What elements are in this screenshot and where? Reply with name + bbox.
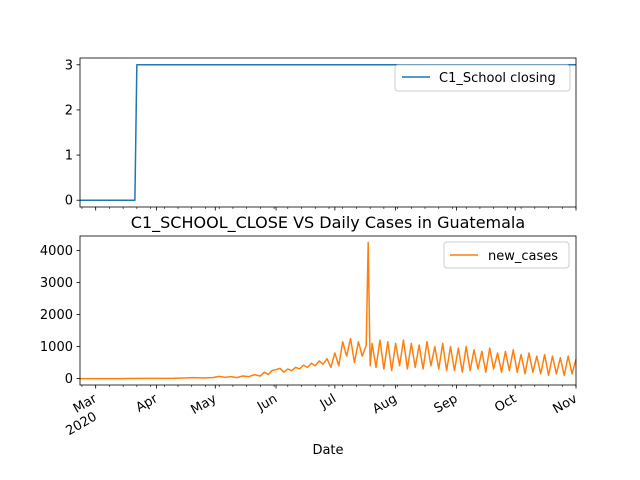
x-tick-label: Jul — [317, 391, 339, 412]
school-closing-y-tick-label: 3 — [65, 58, 73, 73]
school-closing-panel: 0 1 2 3 C1_School closing — [65, 57, 577, 211]
new-cases-legend-label: new_cases — [488, 249, 558, 264]
school-closing-y-tick-label: 1 — [65, 149, 73, 164]
new-cases-legend-box — [443, 241, 570, 269]
chart-title: C1_SCHOOL_CLOSE VS Daily Cases in Guatem… — [131, 213, 525, 233]
new-cases-y-tick-label: 2000 — [40, 308, 73, 323]
school-closing-y-ticks: 0 1 2 3 — [65, 58, 80, 209]
new-cases-y-tick-label: 3000 — [40, 276, 73, 291]
school-closing-line — [80, 64, 576, 201]
school-closing-legend: C1_School closing — [394, 64, 571, 92]
school-closing-legend-label: C1_School closing — [439, 71, 556, 86]
new-cases-line — [80, 241, 577, 380]
school-closing-series — [80, 64, 576, 201]
new-cases-y-tick-label: 0 — [65, 372, 73, 387]
new-cases-y-ticks: 0 1000 2000 3000 4000 — [40, 244, 80, 387]
x-axis-label: Date — [312, 443, 343, 458]
new-cases-y-tick-label: 4000 — [40, 244, 73, 259]
new-cases-axes-frame — [79, 235, 577, 386]
school-closing-axes-frame — [79, 57, 577, 208]
school-closing-legend-box — [394, 64, 571, 92]
new-cases-series — [80, 241, 577, 380]
school-closing-y-tick-label: 0 — [65, 194, 73, 209]
new-cases-y-tick-label: 1000 — [40, 340, 73, 355]
school-closing-y-tick-label: 2 — [65, 103, 73, 118]
new-cases-legend: new_cases — [443, 241, 570, 269]
